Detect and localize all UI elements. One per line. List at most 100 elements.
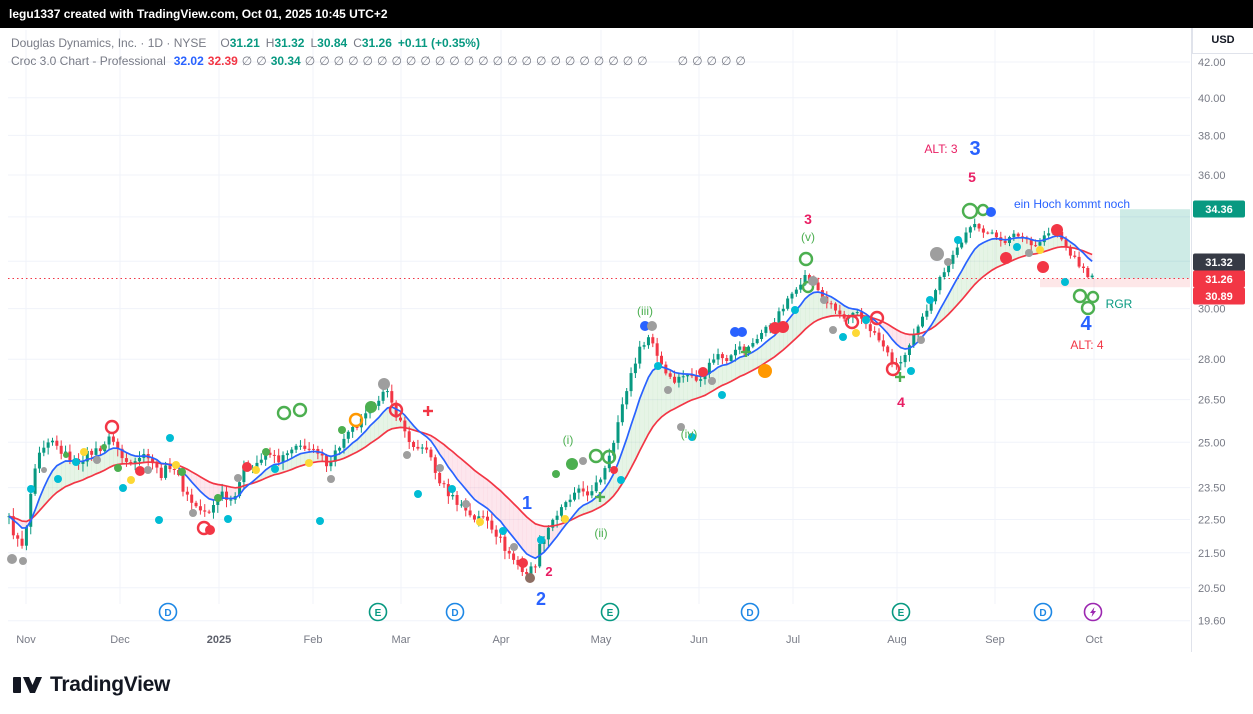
wave-annotation[interactable]: 2 — [545, 564, 552, 579]
dividend-icon[interactable] — [445, 602, 465, 622]
annotations-layer[interactable]: 1 2 2 (i) (ii) (iii) (iv) (v) 3 3 ALT: 3 5 ein Hoch … — [522, 138, 1133, 609]
month-label: Aug — [887, 634, 907, 646]
signal-dot — [852, 329, 860, 337]
indicator-value: ∅ — [391, 54, 402, 68]
indicator-value: ∅ — [348, 54, 359, 68]
signal-dot — [688, 433, 696, 441]
signal-dot — [986, 207, 996, 217]
dividend-icon[interactable] — [740, 602, 760, 622]
creator-banner-text: legu1337 created with TradingView.com, O… — [9, 7, 388, 21]
svg-text:D: D — [746, 608, 753, 619]
signal-dot — [647, 321, 657, 331]
tradingview-brand-text[interactable]: TradingView — [50, 673, 171, 696]
chart-legend: Douglas Dynamics, Inc. · 1D · NYSE O31.21… — [11, 34, 750, 70]
wave-annotation[interactable]: (iii) — [637, 304, 653, 318]
svg-text:30.89: 30.89 — [1205, 291, 1233, 303]
signal-ring — [801, 280, 815, 294]
earnings-icon[interactable] — [891, 602, 911, 622]
signal-dot — [378, 378, 390, 390]
month-label: May — [591, 634, 612, 646]
signal-ring — [1072, 288, 1088, 304]
wave-annotation[interactable]: RGR — [1106, 297, 1133, 311]
month-label: Mar — [392, 634, 411, 646]
indicator-value: ∅ — [492, 54, 504, 68]
indicator-value: ∅ — [550, 54, 561, 68]
signal-dot — [791, 306, 799, 314]
indicator-legend-row[interactable]: Croc 3.0 Chart - Professional 32.02 32.39 ∅… — [11, 52, 750, 70]
signal-dot — [252, 466, 260, 474]
signal-dot — [414, 490, 422, 498]
indicator-value: ∅ — [241, 54, 253, 68]
signal-dot — [262, 448, 270, 456]
time-axis[interactable]: D E D E D E D Nov Dec 2025 Feb Mar Apr May Jun Jul Aug Se… — [16, 602, 1103, 647]
svg-text:D: D — [164, 608, 171, 619]
signal-dot — [552, 470, 560, 478]
signal-dot — [242, 462, 252, 472]
tradingview-logo-icon[interactable] — [13, 671, 43, 699]
indicator-value: ∅ — [256, 54, 267, 68]
wave-annotation[interactable]: (v) — [801, 230, 815, 244]
price-axis[interactable]: 42.00 40.00 38.00 36.00 30.00 28.00 26.50 25.00… — [1191, 28, 1253, 654]
wave-annotation[interactable]: ein Hoch kommt noch — [1014, 197, 1130, 211]
indicator-value: ∅ — [706, 54, 717, 68]
indicator-value: ∅ — [720, 54, 732, 68]
wave-annotation[interactable]: ALT: 4 — [1070, 338, 1103, 352]
signal-dot — [654, 362, 662, 370]
levels-layer[interactable] — [8, 209, 1190, 288]
indicator-value: ∅ — [677, 54, 689, 68]
earnings-icon[interactable] — [368, 602, 388, 622]
wave-annotation[interactable]: (i) — [563, 433, 574, 447]
symbol-legend-row[interactable]: Douglas Dynamics, Inc. · 1D · NYSE O31.21… — [11, 34, 750, 52]
signal-ring — [588, 448, 604, 464]
indicator-value: ∅ — [507, 54, 518, 68]
svg-text:31.26: 31.26 — [1205, 274, 1233, 286]
earnings-icon[interactable] — [600, 602, 620, 622]
close-label: C — [353, 36, 362, 50]
price-tick-label: 36.00 — [1198, 170, 1226, 182]
signal-ring — [388, 402, 404, 418]
price-tick-label: 28.00 — [1198, 354, 1226, 366]
signal-dot — [862, 316, 870, 324]
indicator-value: ∅ — [622, 54, 634, 68]
price-tick-label: 21.50 — [1198, 548, 1226, 560]
signal-dot — [808, 276, 818, 286]
signal-dot — [907, 367, 915, 375]
creator-banner: legu1337 created with TradingView.com, O… — [0, 0, 1253, 28]
signal-dot — [926, 296, 934, 304]
signal-dot — [737, 327, 747, 337]
signal-ring — [276, 405, 292, 421]
wave-annotation[interactable]: 4 — [1080, 313, 1092, 335]
signal-dot — [1000, 252, 1012, 264]
signal-dot — [403, 451, 411, 459]
currency-toggle[interactable]: USD — [1192, 28, 1253, 54]
high-value: 31.32 — [274, 36, 305, 50]
wave-annotation[interactable]: 3 — [969, 138, 980, 160]
signal-dot — [930, 247, 944, 261]
wave-annotation[interactable]: 5 — [968, 169, 976, 185]
indicator-value: ∅ — [564, 54, 576, 68]
wave-annotation[interactable]: (iv) — [681, 427, 698, 441]
signal-dot — [166, 434, 174, 442]
close-value: 31.26 — [361, 36, 392, 50]
signal-dot — [27, 485, 35, 493]
wave-annotation[interactable]: ALT: 3 — [924, 142, 957, 156]
signal-dot — [178, 468, 186, 476]
signal-dot — [63, 452, 69, 458]
signal-dot — [101, 444, 107, 450]
price-tick-label: 20.50 — [1198, 583, 1226, 595]
signal-dot — [566, 458, 578, 470]
indicator-value: ∅ — [304, 54, 316, 68]
wave-annotation[interactable]: 3 — [804, 211, 812, 227]
wave-annotation[interactable]: 1 — [522, 493, 532, 513]
indicator-value: ∅ — [362, 54, 373, 68]
dividend-icon[interactable] — [1033, 602, 1053, 622]
wave-annotation[interactable]: 2 — [536, 589, 546, 609]
signal-dot — [1061, 278, 1069, 286]
dividend-icon[interactable] — [158, 602, 178, 622]
month-label: 2025 — [207, 634, 231, 646]
signal-dot — [448, 485, 456, 493]
signal-dot — [610, 466, 618, 474]
wave-annotation[interactable]: (ii) — [594, 526, 607, 540]
wave-annotation[interactable]: 4 — [897, 394, 905, 410]
